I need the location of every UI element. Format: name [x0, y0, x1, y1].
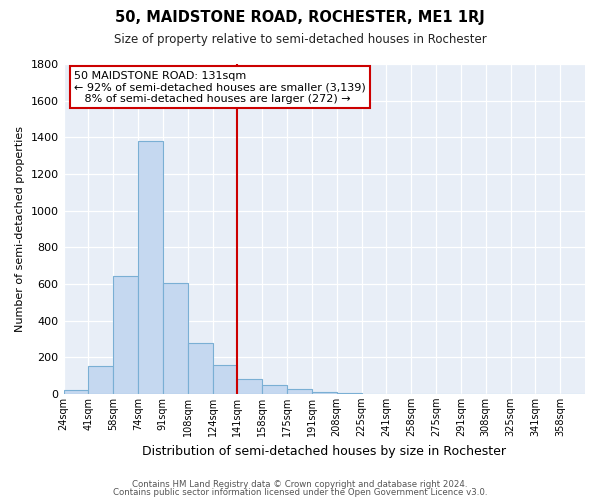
Text: Size of property relative to semi-detached houses in Rochester: Size of property relative to semi-detach…: [113, 32, 487, 46]
Bar: [312, 392, 337, 394]
Text: 50 MAIDSTONE ROAD: 131sqm
← 92% of semi-detached houses are smaller (3,139)
   8: 50 MAIDSTONE ROAD: 131sqm ← 92% of semi-…: [74, 70, 366, 104]
Bar: [212, 366, 238, 394]
Bar: [287, 390, 312, 394]
Bar: [337, 393, 362, 394]
Text: 50, MAIDSTONE ROAD, ROCHESTER, ME1 1RJ: 50, MAIDSTONE ROAD, ROCHESTER, ME1 1RJ: [115, 10, 485, 25]
Bar: [88, 366, 113, 394]
Y-axis label: Number of semi-detached properties: Number of semi-detached properties: [15, 126, 25, 332]
Text: Contains HM Land Registry data © Crown copyright and database right 2024.: Contains HM Land Registry data © Crown c…: [132, 480, 468, 489]
Bar: [238, 379, 262, 394]
Bar: [64, 390, 88, 394]
Bar: [163, 283, 188, 394]
Bar: [188, 342, 212, 394]
Bar: [262, 384, 287, 394]
Bar: [113, 276, 138, 394]
X-axis label: Distribution of semi-detached houses by size in Rochester: Distribution of semi-detached houses by …: [142, 444, 506, 458]
Bar: [138, 141, 163, 394]
Text: Contains public sector information licensed under the Open Government Licence v3: Contains public sector information licen…: [113, 488, 487, 497]
